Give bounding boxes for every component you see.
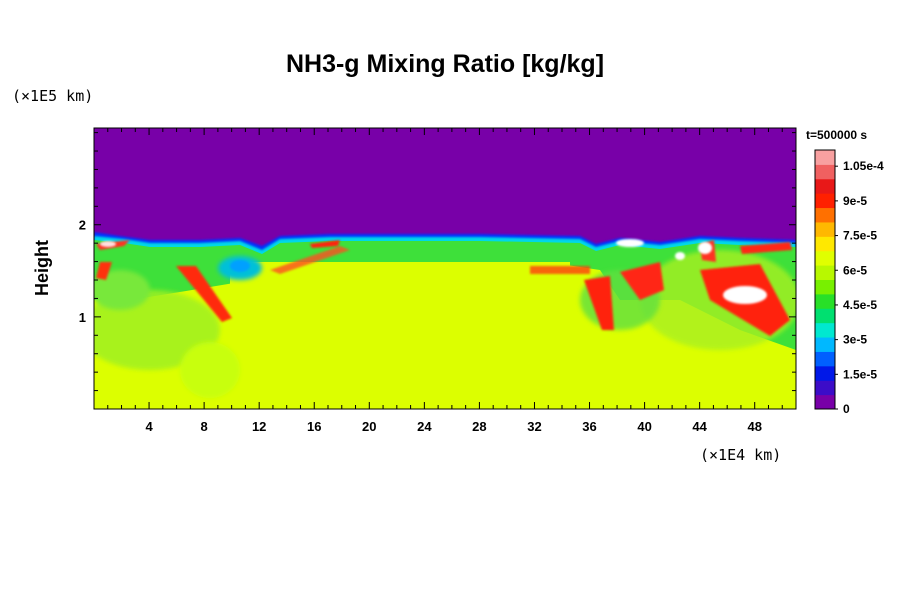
colorbar: 0 1.5e-5 3e-5 4.5e-5 6e-5 7.5e-5 9e-5 1.05e-4 [814,149,884,416]
colorbar-tick-label: 1.05e-4 [843,159,884,173]
heatmap-field [94,128,796,409]
colorbar-swatch [815,322,835,338]
colorbar-swatch [815,279,835,295]
colorbar-frame [814,149,836,410]
colorbar-swatch [815,236,835,252]
colorbar-tick-label: 3e-5 [843,333,867,347]
colorbar-swatch [815,193,835,209]
colorbar-swatch [815,380,835,396]
x-unit-label: (×1E4 km) [700,446,781,464]
y-tick-label: 1 [79,310,86,325]
colorbar-swatch [815,164,835,180]
colorbar-tick-label: 9e-5 [843,194,867,208]
x-tick-label: 8 [201,419,208,434]
colorbar-swatch [815,394,835,410]
x-tick-label: 4 [145,419,153,434]
plot-frame [93,127,797,410]
time-label: t=500000 s [806,128,867,142]
colorbar-tick-label: 6e-5 [843,263,867,277]
colorbar-swatch [815,365,835,381]
colorbar-swatch [815,207,835,223]
x-tick-label: 32 [527,419,541,434]
x-tick-label: 36 [582,419,596,434]
y-unit-label: (×1E5 km) [12,87,93,105]
x-tick-label: 44 [692,419,707,434]
x-tick-label: 40 [637,419,651,434]
colorbar-swatch [815,351,835,367]
x-tick-label: 20 [362,419,376,434]
field-red-streak [176,266,232,322]
colorbar-swatch [815,308,835,324]
colorbar-swatch [815,221,835,237]
x-tick-label: 16 [307,419,321,434]
colorbar-swatch [815,265,835,280]
colorbar-swatch [815,250,835,266]
colorbar-tick-label: 0 [843,402,850,416]
x-tick-label: 12 [252,419,266,434]
x-tick-label: 24 [417,419,432,434]
colorbar-swatch [815,337,835,352]
colorbar-tick-label: 4.5e-5 [843,298,877,312]
colorbar-tick-label: 7.5e-5 [843,229,877,243]
colorbar-swatch [815,293,835,309]
x-tick-label: 28 [472,419,486,434]
colorbar-tick-label: 1.5e-5 [843,367,877,381]
colorbar-swatch [815,178,835,194]
chart-title: NH3-g Mixing Ratio [kg/kg] [286,50,604,78]
y-axis-label: Height [32,240,52,296]
field-peak-1 [723,286,767,304]
x-tick-label: 48 [747,419,761,434]
colorbar-swatch [815,150,835,165]
y-tick-label: 2 [79,218,86,233]
